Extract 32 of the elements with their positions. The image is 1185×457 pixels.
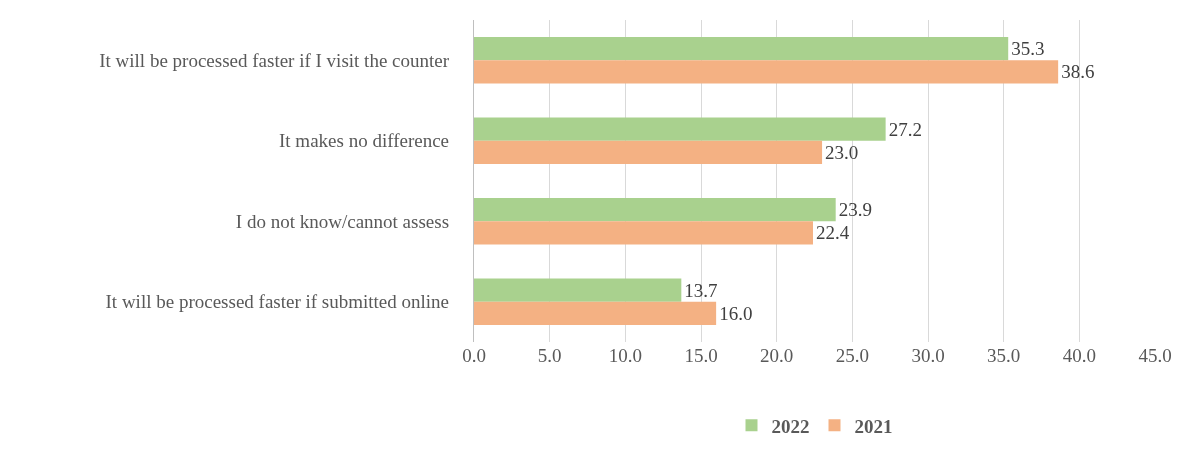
x-tick-label: 10.0	[608, 345, 642, 366]
data-label: 35.3	[1011, 38, 1045, 60]
x-tick-label: 35.0	[987, 345, 1021, 366]
data-label: 23.9	[838, 199, 872, 221]
x-tick-label: 30.0	[911, 345, 945, 366]
x-tick-label: 15.0	[684, 345, 718, 366]
bar	[474, 197, 836, 222]
data-label: 38.6	[1061, 61, 1095, 83]
bar	[474, 140, 823, 165]
bar	[474, 221, 813, 245]
bar	[474, 60, 1059, 84]
y-tick-label: I do not know/cannot assess	[235, 210, 450, 232]
bar	[474, 117, 886, 141]
data-label: 16.0	[719, 302, 753, 324]
data-label: 13.7	[684, 279, 718, 301]
y-tick-label: It will be processed faster if submitted online	[105, 291, 450, 313]
y-tick-label: It will be processed faster if I visit the counter	[99, 49, 450, 71]
data-label: 22.4	[815, 222, 850, 244]
x-tick-label: 5.0	[537, 345, 562, 366]
data-label: 27.2	[888, 118, 922, 140]
legend-label: 2022	[771, 415, 810, 437]
bar	[474, 36, 1009, 61]
y-tick-label: It makes no difference	[279, 130, 450, 152]
x-tick-label: 40.0	[1062, 345, 1096, 366]
x-tick-label: 45.0	[1138, 345, 1172, 366]
legend-label: 2021	[854, 415, 893, 437]
data-label: 23.0	[825, 141, 859, 163]
bar	[474, 278, 682, 302]
bar	[474, 301, 717, 326]
x-tick-label: 25.0	[835, 345, 869, 366]
x-tick-label: 20.0	[760, 345, 794, 366]
x-tick-label: 0.0	[462, 345, 486, 366]
